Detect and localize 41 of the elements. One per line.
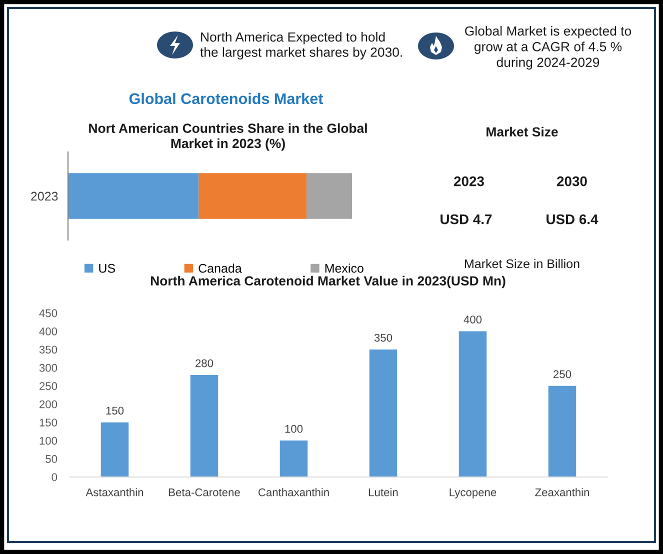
bar (100, 422, 129, 477)
y-tick-label: 350 (39, 346, 58, 354)
data-label: 100 (285, 424, 303, 433)
y-tick-label: 250 (40, 382, 58, 390)
bar (280, 440, 308, 477)
legend-label: Mexico (325, 264, 364, 273)
text: Global Market is expected to grow at a CAGR of 4.5 % during 2024-2029 (465, 26, 632, 70)
y-tick-label: 50 (46, 455, 58, 463)
text: 2030 (557, 176, 587, 186)
text: Market Size (486, 126, 558, 137)
x-tick-label: Lycopene (450, 488, 496, 498)
y-tick-label: 0 (52, 473, 58, 482)
y-tick-label: 100 (40, 436, 58, 445)
text: USD 4.7 (440, 214, 492, 224)
text: Market Size in Billion (465, 259, 580, 268)
text: North America Expected to hold the largest market shares by 2030. (200, 32, 402, 60)
x-tick-label: Astaxanthin (86, 488, 144, 496)
data-label: 250 (554, 370, 572, 378)
text: USD 6.4 (546, 214, 598, 224)
y-tick-label: 150 (40, 418, 58, 426)
data-label: 280 (196, 359, 214, 368)
x-tick-label: Zeaxanthin (535, 488, 590, 496)
legend-label: Canada (198, 264, 242, 273)
y-tick-label: 200 (40, 400, 58, 408)
y-tick-label: 450 (39, 309, 58, 318)
bar (458, 331, 487, 477)
data-label: 150 (106, 406, 124, 415)
bar (369, 349, 398, 477)
legend-label: US (99, 264, 115, 273)
bar (548, 386, 576, 477)
y-tick-label: 400 (39, 327, 58, 336)
x-tick-label: Lutein (369, 488, 398, 496)
chart-title: North America Carotenoid Market Value in 2023(USD Mn) (150, 276, 506, 288)
chart-title: Nort American Countries Share in the Global Market in 2023 (%) (89, 123, 367, 151)
y-tick-label: 300 (39, 364, 58, 372)
bar (190, 374, 218, 477)
data-label: 400 (464, 316, 482, 324)
text: Global Carotenoids Market (129, 92, 324, 104)
data-label: 350 (374, 334, 392, 342)
x-tick-label: Canthaxanthin (258, 488, 329, 496)
x-tick-label: Beta-Carotene (169, 488, 240, 496)
